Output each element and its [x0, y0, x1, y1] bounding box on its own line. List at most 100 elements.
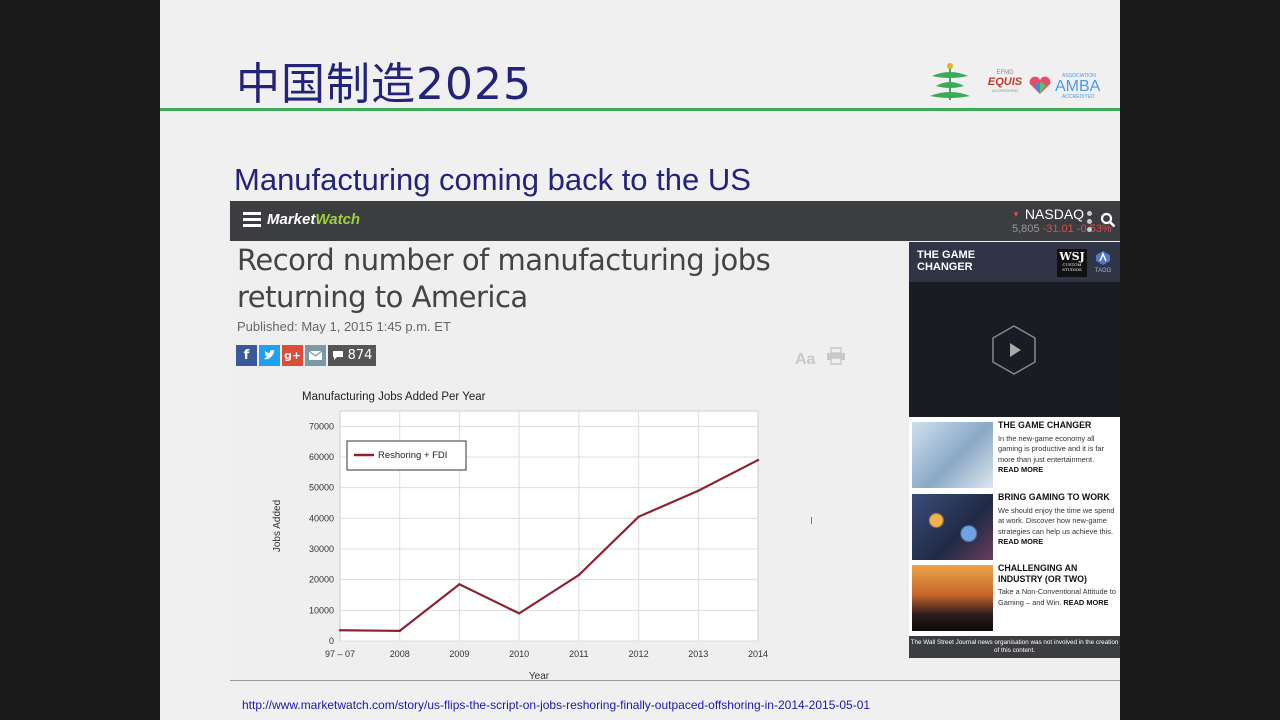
- accreditation-logos: [924, 58, 1102, 106]
- x-tick-label: 2013: [688, 649, 708, 659]
- marketwatch-screenshot: MarketWatch NASDAQ 5,805 -31.01 -0.53% R…: [230, 201, 1120, 681]
- equis-sub-text: ACCREDITED: [991, 88, 1018, 93]
- equis-top-text: EFMD: [996, 70, 1014, 76]
- y-tick-label: 20000: [309, 575, 334, 585]
- article-title[interactable]: CHALLENGING AN INDUSTRY (OR TWO): [998, 563, 1087, 584]
- sidebar-header-title: THE GAME CHANGER: [917, 249, 976, 273]
- article-thumbnail[interactable]: [912, 565, 993, 631]
- twitter-icon: [264, 350, 275, 360]
- sponsored-sidebar: THE GAME CHANGER WSJ CUSTOM STUDIOS TAGG …: [909, 242, 1120, 658]
- read-more-link[interactable]: READ MORE: [998, 465, 1044, 474]
- article-title[interactable]: BRING GAMING TO WORK: [998, 492, 1110, 502]
- article-body: We should enjoy the time we spend at wor…: [998, 505, 1115, 536]
- jobs-chart: 0 10000 20000 30000 40000 50000 60000 70000 97 –…: [270, 381, 770, 681]
- y-axis-label: Jobs Added: [272, 500, 283, 552]
- published-date: Published: May 1, 2015 1:45 p.m. ET: [237, 319, 451, 334]
- play-icon[interactable]: [991, 324, 1037, 376]
- article-thumbnail[interactable]: [912, 494, 993, 560]
- x-tick-label: 2008: [390, 649, 410, 659]
- data-point: [338, 629, 342, 632]
- jobs-chart-svg: 0 10000 20000 30000 40000 50000 60000 70000 97 –…: [272, 391, 768, 681]
- slide: 中国制造2025 EFMD EQUIS ACCREDITED ASSOCIATI…: [160, 0, 1120, 720]
- data-point: [398, 629, 401, 633]
- legend-label: Reshoring + FDI: [378, 450, 447, 461]
- article-title[interactable]: THE GAME CHANGER: [998, 420, 1092, 430]
- x-tick-label: 2011: [569, 649, 588, 659]
- article-headline: Record number of manufacturing jobs retu…: [237, 243, 771, 314]
- sponsor-disclaimer: The Wall Street Journal news organisatio…: [909, 636, 1120, 658]
- x-tick-label: 2012: [629, 649, 649, 659]
- wsj-sub-text: CUSTOM STUDIOS: [1062, 262, 1082, 272]
- article-thumbnail[interactable]: [912, 422, 993, 488]
- comments-button[interactable]: 874: [328, 345, 376, 366]
- amba-sub-text: ACCREDITED: [1062, 94, 1095, 100]
- equis-logo: EFMD EQUIS ACCREDITED: [986, 70, 1024, 93]
- menu-icon[interactable]: [243, 212, 261, 227]
- slide-subtitle: Manufacturing coming back to the US: [234, 162, 751, 197]
- y-tick-label: 10000: [309, 605, 334, 615]
- series-line-reshoring-fdi: [339, 459, 759, 632]
- search-icon[interactable]: [1100, 212, 1116, 228]
- school-logo-icon: [930, 63, 970, 100]
- title-divider: [160, 108, 1120, 111]
- x-axis-label: Year: [529, 671, 550, 681]
- amba-text: AMBA: [1055, 78, 1101, 95]
- share-bar: f g+ 874: [236, 345, 378, 367]
- sponsored-video[interactable]: [909, 282, 1120, 417]
- x-tick-label: 97 – 07: [325, 649, 355, 659]
- facebook-share-button[interactable]: f: [236, 345, 257, 366]
- y-tick-label: 40000: [309, 513, 334, 523]
- logo-watch: Watch: [315, 211, 361, 228]
- y-tick-label: 50000: [309, 483, 334, 493]
- amba-heart-icon: [1029, 76, 1051, 94]
- y-tick-label: 30000: [309, 544, 334, 554]
- comment-count: 874: [347, 348, 373, 363]
- amba-top-text: ASSOCIATION: [1062, 73, 1096, 79]
- data-point: [637, 515, 640, 518]
- y-tick-label: 70000: [309, 421, 334, 431]
- sidebar-header: THE GAME CHANGER WSJ CUSTOM STUDIOS TAGG: [909, 242, 1120, 282]
- wsj-logo: WSJ CUSTOM STUDIOS: [1057, 249, 1087, 277]
- wsj-logo-text: WSJ: [1059, 250, 1085, 263]
- ticker-price: 5,805: [1012, 223, 1040, 235]
- sidebar-article[interactable]: THE GAME CHANGER In the new-game economy …: [912, 420, 1117, 488]
- x-tick-label: 2014: [748, 649, 768, 659]
- email-share-button[interactable]: [305, 345, 326, 366]
- nasdaq-ticker[interactable]: NASDAQ 5,805 -31.01 -0.53%: [1012, 206, 1112, 235]
- x-tick-label: 2009: [449, 649, 469, 659]
- print-icon[interactable]: [826, 347, 846, 365]
- marketwatch-header: MarketWatch NASDAQ 5,805 -31.01 -0.53%: [230, 201, 1120, 241]
- tag-logo-icon: [1096, 251, 1110, 265]
- logo-market: Market: [267, 211, 316, 228]
- y-tick-label: 60000: [309, 452, 334, 462]
- text-cursor: [811, 517, 812, 524]
- chart-title: Manufacturing Jobs Added Per Year: [302, 391, 486, 403]
- equis-text: EQUIS: [987, 76, 1023, 88]
- read-more-link[interactable]: READ MORE: [1063, 597, 1109, 607]
- email-icon: [308, 350, 323, 360]
- bottom-divider: [230, 680, 1120, 681]
- comment-icon: [332, 351, 343, 360]
- sidebar-article[interactable]: CHALLENGING AN INDUSTRY (OR TWO) Take a N…: [912, 563, 1117, 631]
- googleplus-share-button[interactable]: g+: [282, 345, 303, 366]
- tag-logo-text: TAGG: [1094, 268, 1112, 274]
- marketwatch-logo[interactable]: MarketWatch: [267, 211, 360, 228]
- data-point: [517, 612, 521, 615]
- data-point: [756, 458, 760, 462]
- more-options-icon[interactable]: [1087, 211, 1093, 235]
- slide-title: 中国制造2025: [236, 59, 532, 110]
- ticker-name: NASDAQ: [1012, 206, 1084, 222]
- source-url[interactable]: http://www.marketwatch.com/story/us-flip…: [242, 698, 871, 712]
- x-tick-label: 2010: [509, 649, 529, 659]
- article-body: Take a Non-Conventional Attitude to Gami…: [998, 587, 1116, 607]
- twitter-share-button[interactable]: [259, 345, 280, 366]
- tag-logo: TAGG: [1093, 250, 1113, 276]
- ticker-percent: -0.53%: [1076, 223, 1112, 235]
- article-body: In the new-game economy all gaming is pr…: [998, 433, 1104, 464]
- y-tick-label: 0: [329, 636, 334, 646]
- sidebar-article[interactable]: BRING GAMING TO WORK We should enjoy the …: [912, 492, 1117, 560]
- text-size-button[interactable]: Aa: [795, 351, 816, 368]
- ticker-change: -31.01: [1042, 223, 1074, 235]
- read-more-link[interactable]: READ MORE: [998, 537, 1044, 546]
- data-point: [458, 583, 461, 586]
